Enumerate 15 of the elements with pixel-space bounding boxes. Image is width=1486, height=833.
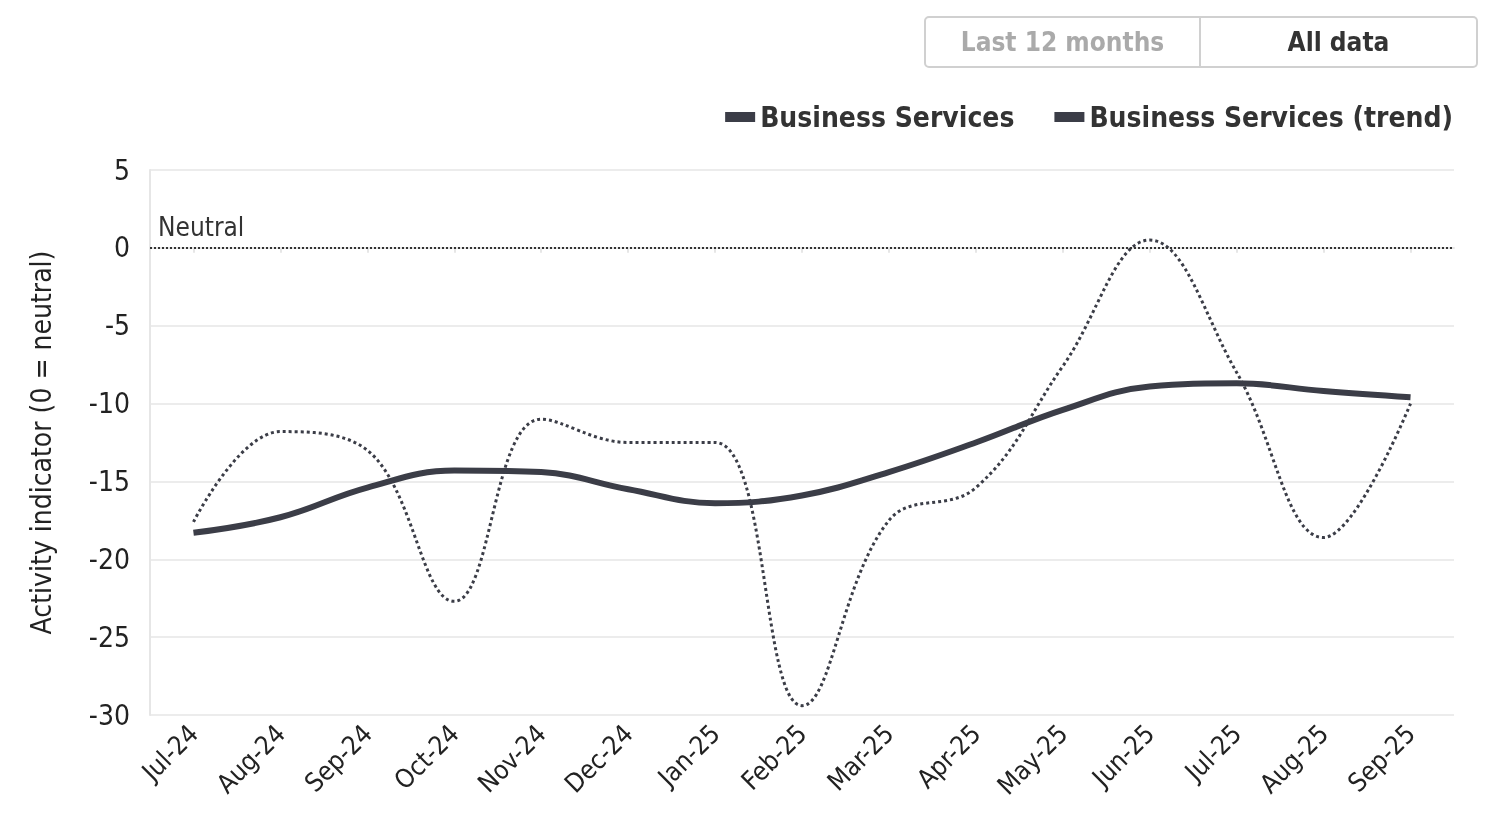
y-tick-label: 5 [113, 153, 130, 187]
line-series [191, 238, 1413, 708]
legend-label: Business Services [760, 100, 1015, 134]
y-tick-label: -15 [88, 464, 130, 498]
toggle-button: Last 12 months [924, 16, 1201, 68]
y-tick-label: -25 [88, 620, 130, 654]
y-tick-label: 0 [113, 231, 130, 265]
y-tick-label: -30 [88, 698, 130, 732]
y-axis-title: Activity indicator (0 = neutral) [24, 250, 58, 635]
legend-label: Business Services (trend) [1089, 100, 1453, 134]
y-tick-label: -5 [104, 309, 130, 343]
y-tick-label: -20 [88, 542, 130, 576]
y-tick-label: -10 [88, 387, 130, 421]
ref-line-label: Neutral [158, 211, 245, 242]
toggle-button: All data [1201, 16, 1478, 68]
